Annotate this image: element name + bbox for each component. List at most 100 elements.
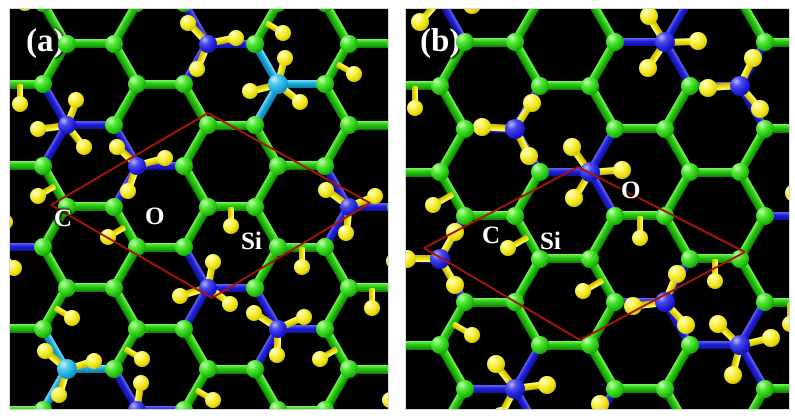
bond-cc — [10, 405, 43, 409]
atom-o — [222, 296, 239, 313]
bond-sic — [465, 384, 515, 393]
atom-si — [730, 335, 750, 356]
atom-o — [29, 188, 46, 205]
atom-c — [34, 156, 52, 175]
atom-o — [386, 253, 388, 270]
atom-sicy — [268, 74, 288, 95]
atom-o — [688, 32, 707, 51]
bond-sic — [207, 283, 255, 292]
bond-cc — [348, 364, 388, 374]
element-label-si: Si — [241, 228, 262, 255]
bond-cc — [137, 79, 184, 89]
atom-c — [731, 163, 749, 182]
atom-c — [506, 206, 524, 225]
atom-c — [386, 197, 388, 216]
atom-c — [656, 206, 674, 225]
atom-o — [227, 29, 244, 46]
atomic-scene-a: C O Si — [10, 9, 388, 409]
atom-c — [198, 360, 217, 379]
atom-c — [175, 156, 193, 175]
bond-sic — [615, 38, 665, 47]
atom-o — [410, 13, 429, 32]
atom-si — [269, 319, 287, 338]
atom-c — [316, 401, 334, 409]
atom-o — [632, 229, 648, 246]
atom-si — [505, 118, 525, 139]
atom-si — [198, 34, 217, 53]
atom-o — [180, 15, 197, 32]
atom-c — [339, 360, 358, 379]
atom-o — [241, 83, 258, 100]
atom-o — [751, 100, 770, 119]
atom-c — [531, 249, 549, 268]
bond-cc — [765, 384, 789, 394]
atom-o — [563, 138, 582, 157]
bond-cc — [540, 81, 590, 91]
atom-o — [204, 253, 221, 270]
atom-c — [431, 336, 449, 355]
atom-c — [756, 119, 774, 138]
atom-o — [171, 288, 188, 305]
bond-cc — [406, 81, 440, 91]
bond-cc — [406, 340, 440, 350]
atom-o — [276, 50, 293, 67]
atom-c — [175, 9, 193, 12]
panel-a: C O Si (a) — [9, 8, 389, 410]
bond-cc — [765, 297, 789, 307]
atom-o — [538, 375, 557, 394]
atom-c — [198, 116, 217, 135]
atom-c — [175, 75, 193, 94]
atom-c — [175, 319, 193, 338]
atom-c — [531, 163, 549, 182]
atom-c — [34, 9, 52, 12]
atom-c — [456, 206, 474, 225]
atom-o — [762, 328, 781, 347]
atom-o — [707, 272, 723, 289]
atom-o — [677, 315, 696, 334]
bond-sic — [66, 121, 114, 130]
atom-c — [34, 75, 52, 94]
atom-c — [456, 379, 474, 398]
atom-c — [245, 360, 264, 379]
atom-c — [339, 116, 358, 135]
bond-sic — [348, 202, 388, 211]
atom-c — [456, 293, 474, 312]
bond-sic — [765, 211, 789, 220]
atom-c — [245, 116, 264, 135]
bond-cc — [10, 324, 43, 334]
atom-o — [591, 394, 610, 409]
atom-o — [293, 258, 310, 275]
atom-c — [606, 293, 624, 312]
atom-c — [606, 119, 624, 138]
element-label-si: Si — [540, 228, 561, 255]
atom-o — [29, 120, 46, 137]
atom-o — [291, 93, 308, 110]
atom-c — [316, 9, 334, 12]
bond-cc — [137, 242, 184, 252]
bond-cc — [348, 39, 388, 49]
atom-c — [128, 75, 146, 94]
atom-c — [104, 116, 123, 135]
atom-c — [581, 336, 599, 355]
atom-o — [367, 188, 384, 205]
atom-o — [50, 387, 67, 404]
atom-o — [345, 65, 362, 82]
atom-o — [463, 326, 480, 343]
atom-o — [406, 210, 407, 229]
atom-o — [382, 391, 388, 408]
atom-o — [667, 265, 686, 284]
atom-c — [386, 360, 388, 379]
atom-c — [681, 76, 699, 95]
atom-c — [756, 33, 774, 52]
atom-c — [531, 336, 549, 355]
atom-c — [34, 401, 52, 409]
atom-o — [75, 138, 92, 155]
atom-c — [34, 319, 52, 338]
atom-o — [157, 150, 173, 167]
atom-c — [316, 75, 334, 94]
element-label-o: O — [145, 203, 165, 230]
atom-c — [431, 76, 449, 95]
atom-si — [57, 116, 76, 135]
atom-c — [656, 379, 674, 398]
